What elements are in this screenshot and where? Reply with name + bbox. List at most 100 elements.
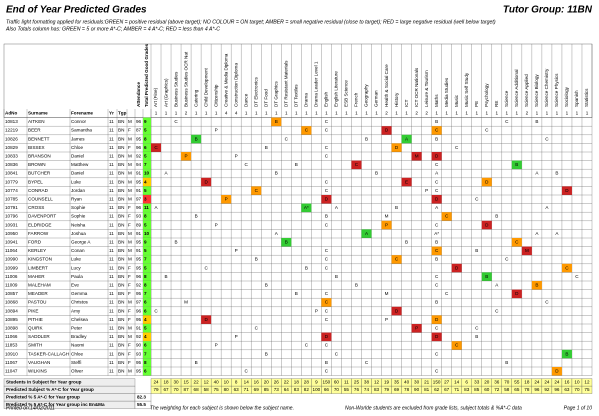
attendance-cell: 95 [136,257,142,262]
summary-value: 83 [294,387,300,392]
grade: B [325,360,328,365]
forename-cell: Connor [71,119,87,124]
tgp-cell: BN [118,300,124,305]
grade-cell [201,315,212,324]
tgp-cell: BN [118,308,124,313]
surname-cell: BRANSON [28,154,51,159]
subject-header: ICT [404,99,409,107]
summary-value: 74 [364,387,370,392]
grade-cell [531,281,542,290]
attendance-cell: 92 [136,283,142,288]
subject-weight: 1 [576,111,579,116]
grade-cell [431,195,442,204]
weighting-note: The weighting for each subject is shown … [150,405,294,411]
summary-value: 78 [404,387,410,392]
forename-cell: Chloe [71,145,83,150]
attendance-cell: 89 [136,222,142,227]
grade: A [535,231,539,236]
grade: C [325,222,329,227]
summary-value: 55.5 [137,402,146,407]
forename-cell: Luke [71,179,81,184]
forename-cell: George A [71,240,91,245]
sex-cell: M [128,188,132,193]
attendance-cell: 96 [136,145,142,150]
subject-weight: 1 [315,111,318,116]
grade: D [485,179,489,184]
grade: C [545,136,549,141]
grade: C [445,214,449,219]
yr-cell: 11 [109,308,114,313]
subject-weight: 1 [506,111,509,116]
summary-value: 24 [554,380,560,385]
total-cell: 5 [144,128,147,133]
forename-cell: Daniel [71,154,84,159]
surname-cell: KINGSTON [28,257,52,262]
summary-value: 15 [184,380,190,385]
yr-cell: 11 [109,351,114,356]
subject-header: Business Studies OCR Nat [183,51,188,107]
grade-cell [321,195,332,204]
grade-cell [321,332,332,342]
grade-cell [391,306,402,316]
grade: A [405,136,409,141]
subject-header: RE [494,101,499,107]
subject-header: Science Biology [534,74,539,107]
adno-cell: 10950 [5,231,18,236]
grade-cell [151,143,162,152]
subject-header: Maths [434,94,439,107]
subject-weight: 1 [395,111,398,116]
grade: P [225,197,228,202]
grade: C [325,369,329,374]
subject-weight: 1 [546,111,549,116]
summary-value: 30 [173,380,179,385]
grade: C [475,326,479,331]
yr-cell: 11 [109,136,114,141]
summary-value: 16 [254,380,260,385]
summary-value: 8 [235,380,238,385]
total-cell [143,367,151,376]
grade: C [485,128,489,133]
subject-header: DT Food [263,89,268,107]
subject-weight: 1 [485,111,488,116]
grade: B [435,136,438,141]
grade: P [235,248,238,253]
grade: P [315,308,318,313]
tgp-cell: BN [118,231,124,236]
subject-header: German [374,90,379,107]
subject-header: Spanish [574,90,579,107]
surname-cell: MAHER [28,274,45,279]
sex-cell: F [128,274,131,279]
exclusion-note: Non-Worlde students are excluded from gr… [345,405,522,411]
total-cell [143,255,151,264]
grade: C [305,343,309,348]
summary-value: 92 [544,387,550,392]
grade: B [335,274,338,279]
attendance-cell: 97 [136,300,142,305]
surname-cell: BISSEX [28,145,45,150]
subject-weight: 1 [445,111,448,116]
grade: B [505,360,508,365]
forename-cell: Daniel [71,171,84,176]
attendance-cell: 95 [136,317,142,322]
total-cell [143,324,151,333]
yr-cell: 11 [109,265,114,270]
summary-value: 66 [324,387,330,392]
forename-cell: Chelsea [71,317,88,322]
summary-value: 12 [374,380,380,385]
total-cell: 6 [144,145,147,150]
forename-cell: Joshua [71,231,86,236]
attendance-cell: 96 [136,274,142,279]
grade-cell [251,186,262,195]
summary-value: 18 [524,380,530,385]
summary-value: 22 [194,380,200,385]
subject-header: English Literature [334,71,339,107]
total-cell [143,306,151,316]
grade: B [275,119,278,124]
grade: D [204,317,208,322]
grade: B [355,283,358,288]
yr-cell: 11 [109,291,114,296]
total-cell: 5 [144,222,147,227]
grade: B [365,136,368,141]
grade: P [235,154,238,159]
adno-cell: 10931 [5,222,18,227]
